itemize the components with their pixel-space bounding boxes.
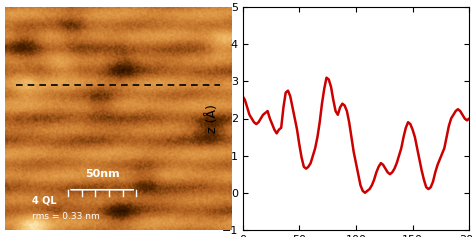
Text: 50nm: 50nm bbox=[85, 169, 119, 179]
Text: c: c bbox=[0, 0, 9, 3]
Text: rms = 0.33 nm: rms = 0.33 nm bbox=[32, 212, 100, 221]
Text: 4 QL: 4 QL bbox=[32, 196, 56, 206]
Text: d: d bbox=[216, 0, 225, 3]
Y-axis label: z (Å): z (Å) bbox=[206, 104, 219, 133]
